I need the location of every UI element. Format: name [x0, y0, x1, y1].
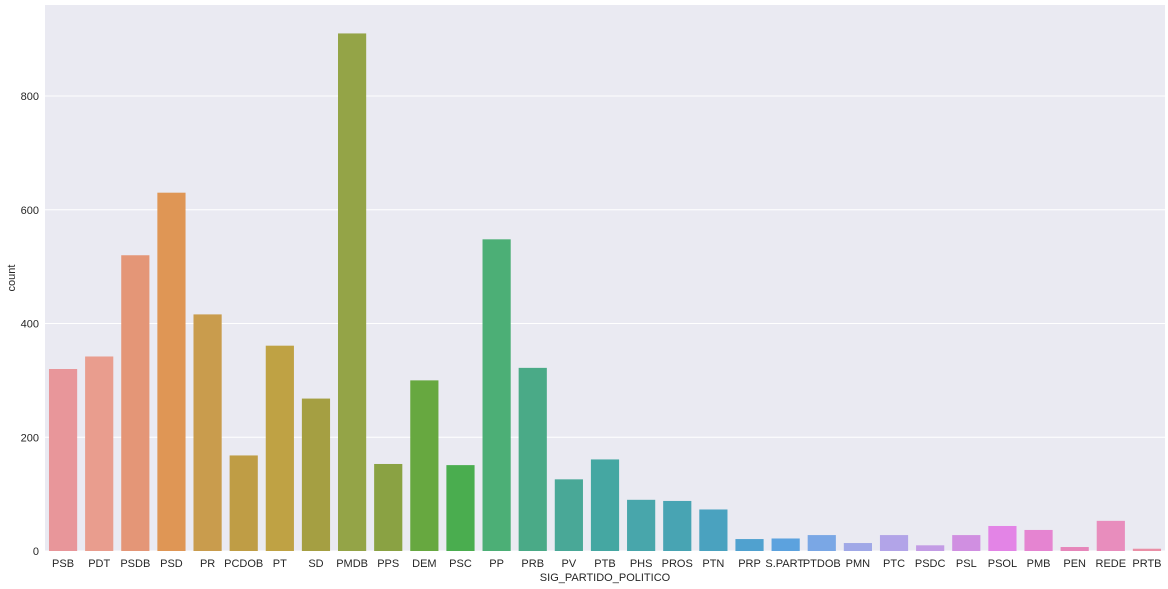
x-tick-label: PP — [489, 558, 504, 570]
x-tick-label: PTC — [883, 558, 905, 570]
bar-phs — [627, 499, 656, 551]
bar-pcdob — [229, 455, 258, 551]
x-tick-label: PMDB — [336, 558, 368, 570]
x-tick-label: PT — [273, 558, 287, 570]
x-tick-label: PRB — [521, 558, 544, 570]
x-tick-label: PTB — [594, 558, 615, 570]
x-tick-label: PRP — [738, 558, 761, 570]
x-tick-label: S.PART. — [765, 558, 806, 570]
x-tick-label: PSL — [956, 558, 977, 570]
bar-dem — [410, 380, 439, 551]
bar-s-part — [771, 538, 800, 551]
y-tick-label: 400 — [21, 319, 39, 331]
x-tick-label: PCDOB — [224, 558, 263, 570]
bar-psol — [988, 525, 1017, 551]
x-tick-label: PSDB — [120, 558, 150, 570]
x-axis-label: SIG_PARTIDO_POLITICO — [540, 572, 671, 584]
y-axis-label: count — [6, 265, 18, 292]
bar-pen — [1060, 547, 1089, 551]
x-tick-label: REDE — [1096, 558, 1127, 570]
x-tick-label: PDT — [88, 558, 110, 570]
bar-ptc — [879, 535, 909, 551]
bar-psl — [952, 535, 981, 551]
bar-rede — [1096, 520, 1125, 551]
y-tick-label: 200 — [21, 432, 39, 444]
bar-pmn — [843, 543, 872, 551]
bar-psdb — [121, 255, 150, 551]
y-tick-labels: 0 200 400 600 800 — [21, 91, 39, 558]
y-tick-label: 0 — [33, 546, 39, 558]
bar-pr — [193, 314, 222, 551]
x-tick-label: PROS — [662, 558, 693, 570]
y-tick-label: 800 — [21, 91, 39, 103]
x-tick-labels: PSB PDT PSDB PSD PR PCDOB PT SD PMDB PPS DEM PSC PP P… — [52, 558, 1161, 570]
bar-prb — [518, 367, 547, 551]
x-tick-label: PHS — [630, 558, 653, 570]
bar-pt — [265, 345, 294, 551]
x-tick-label: SD — [308, 558, 323, 570]
bar-pp — [482, 239, 511, 551]
bar-ptn — [699, 509, 728, 551]
x-tick-label: PSDC — [915, 558, 946, 570]
x-tick-label: PSC — [449, 558, 472, 570]
bar-pros — [663, 500, 692, 551]
bar-prtb — [1132, 548, 1162, 551]
x-tick-label: PSD — [160, 558, 183, 570]
x-tick-label: PSOL — [988, 558, 1017, 570]
x-tick-label: PMB — [1027, 558, 1051, 570]
bars — [48, 33, 1162, 551]
bar-ptdob — [807, 535, 836, 551]
x-tick-label: PMN — [846, 558, 871, 570]
bar-psb — [48, 369, 78, 551]
bar-pmdb — [338, 33, 367, 551]
bar-pdt — [85, 356, 114, 551]
x-tick-label: DEM — [412, 558, 436, 570]
bar-psc — [446, 465, 475, 551]
x-tick-label: PTDOB — [803, 558, 841, 570]
bar-pmb — [1024, 529, 1053, 551]
bar-ptb — [590, 459, 620, 551]
bar-psd — [157, 192, 186, 551]
x-tick-label: PPS — [377, 558, 399, 570]
x-tick-label: PR — [200, 558, 215, 570]
x-tick-label: PSB — [52, 558, 74, 570]
bar-pv — [554, 479, 583, 551]
x-tick-label: PRTB — [1132, 558, 1161, 570]
bar-pps — [374, 463, 403, 551]
x-tick-label: PV — [562, 558, 577, 570]
x-tick-label: PEN — [1063, 558, 1086, 570]
bar-sd — [301, 398, 331, 551]
bar-psdc — [916, 545, 945, 551]
bar-prp — [735, 539, 764, 551]
x-tick-label: PTN — [702, 558, 724, 570]
y-tick-label: 600 — [21, 205, 39, 217]
